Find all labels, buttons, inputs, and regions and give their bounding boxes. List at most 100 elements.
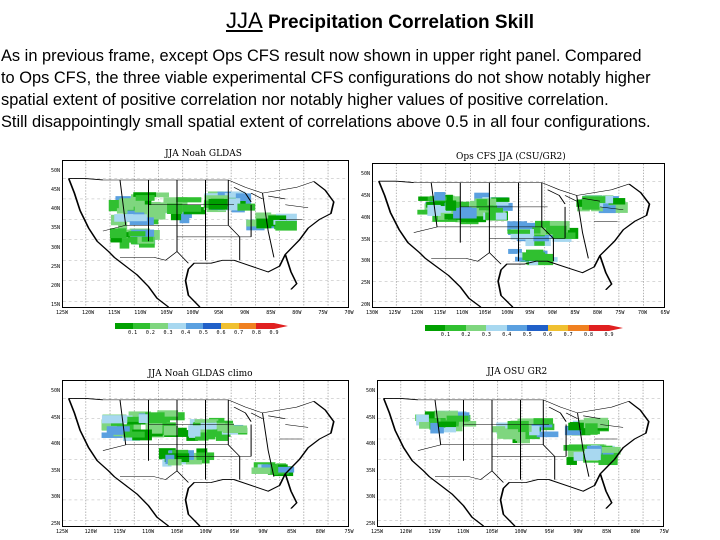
correlation-cell [106,426,130,435]
correlation-cell [426,201,445,208]
correlation-cell [430,422,444,434]
correlation-cell [508,248,522,254]
correlation-cell [521,222,542,233]
correlation-cell [128,211,139,217]
lon-tick-label: 115W [113,529,126,535]
lon-tick-label: 120W [82,310,95,316]
colorbar-level: 0.4 [181,330,191,336]
correlation-cell [582,200,600,210]
lat-tick-label: 35N [365,467,375,474]
correlation-cell [469,208,487,217]
title-season: JJA [225,8,263,33]
colorbar-swatch [185,323,204,329]
lon-tick-label: 95W [214,310,224,316]
correlation-cell [167,459,182,466]
correlation-cell [491,197,510,202]
correlation-cell [167,203,183,214]
description-line: As in previous frame, except Ops CFS res… [1,47,642,65]
correlation-cell [532,227,548,234]
correlation-cell [170,212,182,221]
page-title: JJA Precipitation Correlation Skill [0,8,720,34]
correlation-cell [119,238,130,249]
lat-tick-label: 35N [360,236,370,243]
lat-tick-label: 20N [50,282,60,289]
colorbar-level: 0.4 [502,332,512,338]
coastline [67,397,335,526]
lon-tick-label: 130W [365,310,379,316]
correlation-cell [251,467,271,474]
correlation-cell [573,452,584,461]
colorbar-level: 0.8 [584,332,594,338]
coastline [382,397,650,526]
lon-tick-label: 80W [315,529,325,535]
lon-tick-label: 70W [637,310,647,316]
correlation-cell [552,232,576,239]
correlation-cell [134,204,158,213]
colorbar-level: 0.5 [198,330,208,336]
correlation-cell [108,199,125,212]
correlation-cell [237,203,256,211]
lon-tick-label: 105W [478,310,491,316]
colorbar-level: 0.3 [163,330,173,336]
correlation-cell [437,206,452,213]
correlation-cell [485,212,496,221]
correlation-cell [129,217,154,226]
lat-tick-label: 30N [365,494,375,501]
map-gridlines [373,164,664,307]
colorbar-level: 0.7 [563,332,573,338]
lon-tick-label: 75W [344,529,354,535]
correlation-map [62,160,349,308]
great-lakes [233,187,286,202]
description: As in previous frame, except Ops CFS res… [1,45,720,133]
correlation-cell [602,450,614,457]
correlation-cell [527,253,554,266]
map-canvas [378,381,663,526]
lon-tick-label: 105W [170,529,183,535]
correlation-cell [584,448,601,461]
correlation-map [372,163,665,308]
correlation-cell [110,237,122,243]
correlation-cell [179,215,190,224]
correlation-cell [564,426,582,436]
colorbar-level: 0.2 [461,332,471,338]
correlation-shading [415,410,621,466]
great-lakes [547,189,601,205]
colorbar-swatch [445,325,466,331]
correlation-cell [208,198,228,210]
state-borders [102,399,315,483]
state-borders [413,182,630,265]
correlation-cell [188,425,201,437]
lat-tick-label: 45N [360,192,370,199]
lon-tick-label: 110W [457,529,470,535]
colorbar-level: 0.1 [440,332,450,338]
lon-tick-label: 125W [55,310,69,316]
lat-tick-label: 25N [50,521,60,527]
correlation-cell [109,228,127,239]
correlation-cell [566,457,577,465]
colorbar-level: 0.9 [604,332,614,338]
lon-tick-label: 100W [514,529,527,535]
state-borders [102,179,315,264]
lat-tick-label: 50N [50,168,60,174]
panel-title: JJA Noah GLDAS climo [148,369,253,379]
correlation-cell [235,193,252,204]
lon-tick-label: 90W [240,310,250,316]
lon-tick-label: 100W [186,310,199,316]
correlation-cell [275,220,297,231]
colorbar-swatch [220,323,239,329]
lon-tick-label: 125W [388,310,401,316]
correlation-cell [438,421,457,428]
lon-tick-label: 65W [660,310,670,316]
correlation-cell [535,220,550,228]
lon-tick-label: 110W [456,310,469,316]
correlation-cell [163,425,178,436]
colorbar-swatch [167,323,186,329]
correlation-cell [453,207,477,219]
correlation-cell [222,425,248,434]
correlation-cell [110,419,123,431]
lon-tick-label: 70W [344,310,354,316]
colorbar-swatch [238,323,257,329]
correlation-cell [507,221,527,232]
colorbar-arrow [273,323,288,329]
great-lakes [233,406,286,422]
